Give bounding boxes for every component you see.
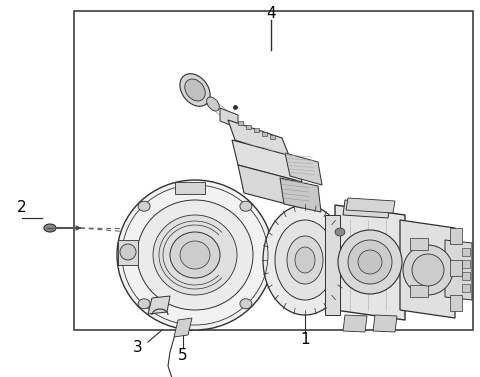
Polygon shape — [228, 120, 290, 158]
Text: 2: 2 — [17, 201, 27, 216]
Ellipse shape — [240, 201, 252, 211]
Polygon shape — [280, 178, 321, 212]
Ellipse shape — [138, 299, 150, 309]
Ellipse shape — [412, 254, 444, 286]
Bar — [410, 285, 428, 297]
Ellipse shape — [335, 228, 345, 236]
Text: 1: 1 — [300, 333, 310, 348]
Polygon shape — [238, 165, 302, 208]
Bar — [246, 124, 251, 129]
Polygon shape — [220, 108, 238, 128]
Bar — [462, 260, 470, 268]
Ellipse shape — [117, 180, 273, 330]
Ellipse shape — [180, 241, 210, 269]
Polygon shape — [325, 215, 340, 315]
Ellipse shape — [287, 236, 323, 284]
Text: 5: 5 — [178, 348, 188, 363]
Ellipse shape — [240, 299, 252, 309]
Bar — [175, 182, 205, 194]
Ellipse shape — [120, 244, 136, 260]
Bar — [74, 11, 473, 330]
Polygon shape — [335, 205, 405, 320]
Ellipse shape — [170, 232, 220, 278]
Text: 3: 3 — [133, 340, 143, 356]
Ellipse shape — [137, 200, 253, 310]
Bar — [450, 295, 462, 311]
Ellipse shape — [403, 245, 453, 295]
Bar — [410, 238, 428, 250]
Ellipse shape — [348, 240, 392, 284]
Ellipse shape — [180, 74, 210, 106]
Ellipse shape — [338, 230, 402, 294]
Bar — [118, 240, 138, 265]
Bar — [462, 284, 470, 292]
Ellipse shape — [295, 247, 315, 273]
Ellipse shape — [207, 97, 219, 111]
Polygon shape — [174, 318, 192, 337]
Polygon shape — [343, 315, 367, 332]
Polygon shape — [285, 153, 322, 185]
Bar — [450, 228, 462, 244]
Polygon shape — [445, 240, 472, 300]
Polygon shape — [343, 200, 390, 218]
Polygon shape — [400, 220, 455, 318]
Bar — [238, 121, 243, 125]
Ellipse shape — [185, 79, 205, 101]
Polygon shape — [148, 296, 170, 314]
Polygon shape — [373, 315, 397, 332]
Ellipse shape — [44, 224, 56, 232]
Ellipse shape — [138, 201, 150, 211]
Ellipse shape — [358, 250, 382, 274]
Ellipse shape — [275, 220, 335, 300]
Bar — [462, 272, 470, 280]
Ellipse shape — [263, 205, 347, 315]
Text: 4: 4 — [266, 6, 276, 21]
Bar — [462, 248, 470, 256]
Bar — [450, 260, 462, 276]
Polygon shape — [232, 140, 302, 182]
Bar — [333, 250, 345, 270]
Bar — [254, 128, 259, 132]
Bar — [262, 132, 267, 135]
Bar — [270, 135, 275, 139]
Polygon shape — [346, 198, 395, 213]
Ellipse shape — [153, 215, 237, 295]
